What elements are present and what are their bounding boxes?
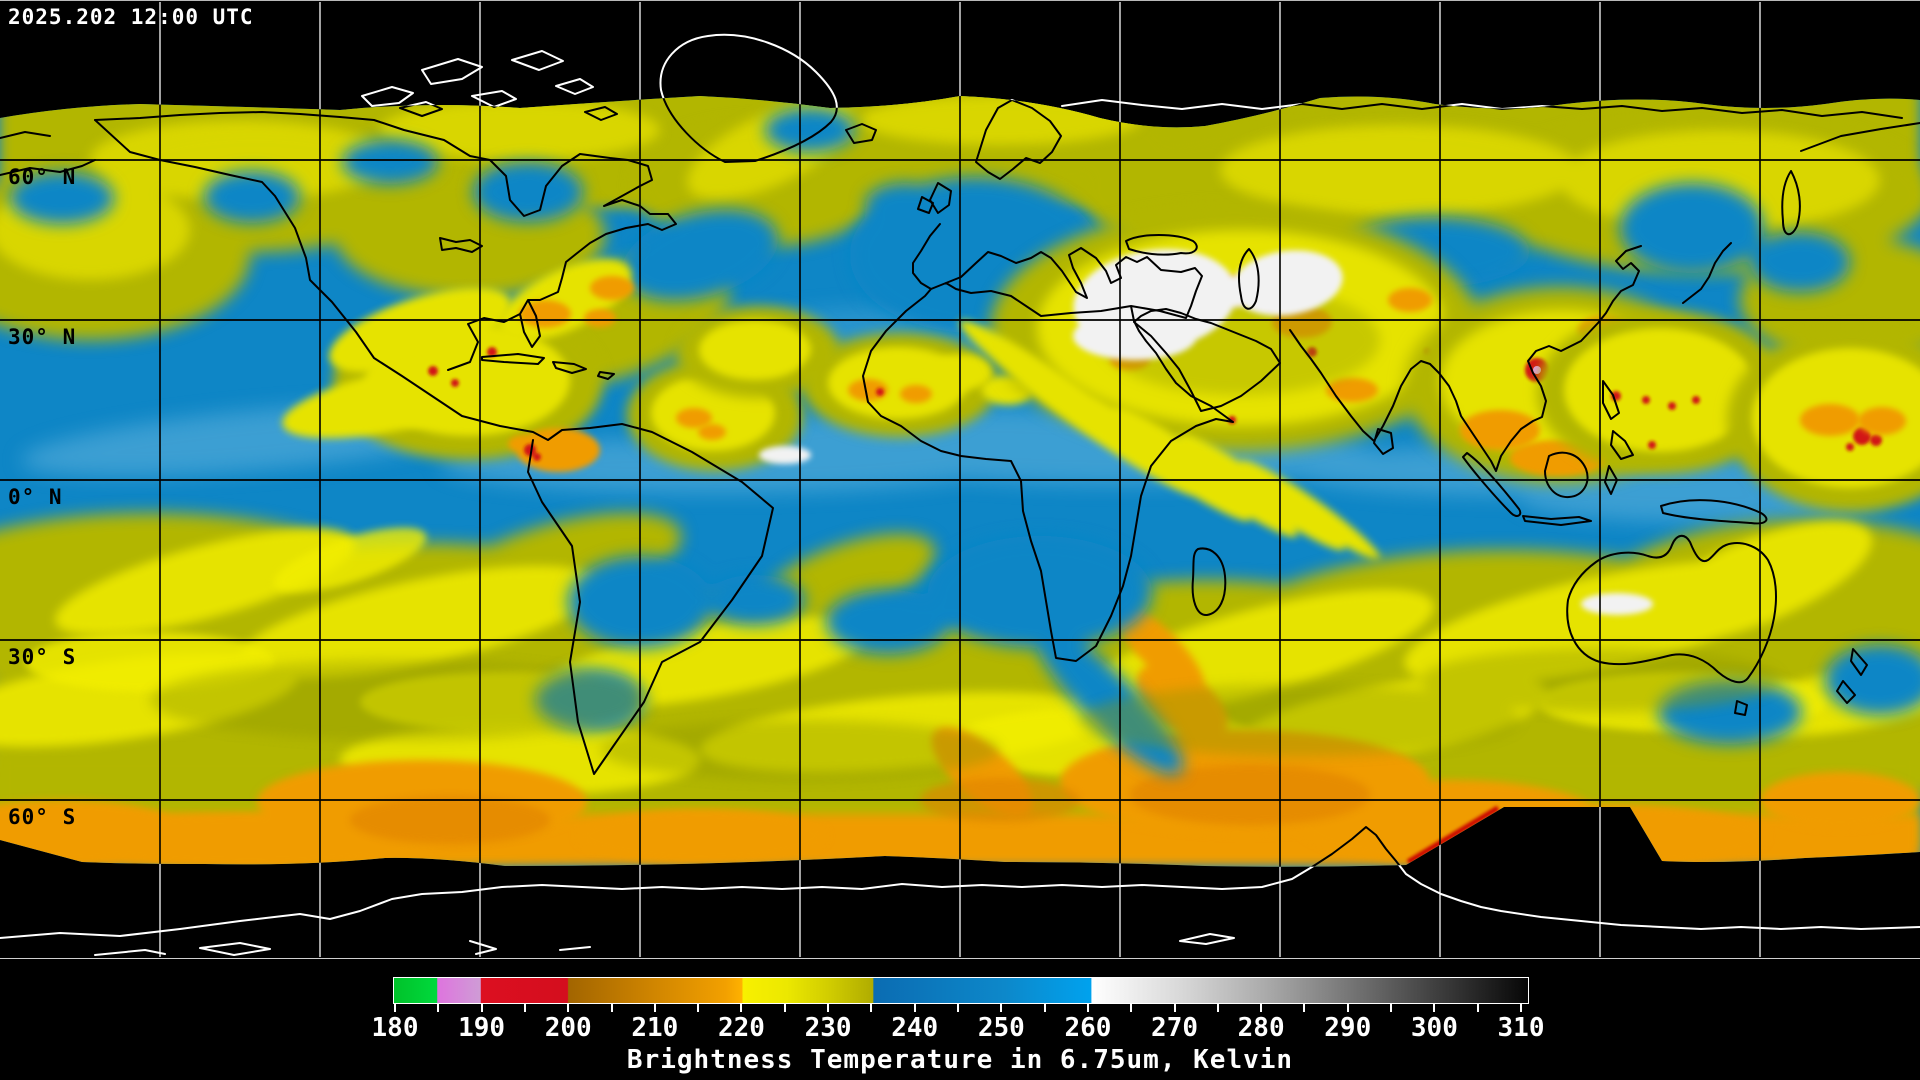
colorbar-tick	[1086, 1003, 1089, 1012]
colorbar-tick	[1000, 1003, 1003, 1012]
colorbar-tick-label: 210	[631, 1013, 679, 1043]
colorbar-tick-labels: 180 190 200 210 220 230 240 250 260 270 280 290 300 3…	[372, 1013, 1545, 1043]
colorbar-tick	[567, 1003, 570, 1012]
colorbar-tick-label: 200	[544, 1013, 592, 1043]
colorbar-tick	[870, 1003, 873, 1012]
colorbar-tick-label: 310	[1497, 1013, 1545, 1043]
colorbar-tick-label: 240	[891, 1013, 939, 1043]
colorbar-tick	[523, 1003, 526, 1012]
colorbar-ticks	[394, 1003, 1526, 1013]
colorbar-tick	[437, 1003, 440, 1012]
colorbar-tick-label: 230	[804, 1013, 852, 1043]
latitude-label: 60° S	[8, 805, 77, 829]
scan-edge-red-streak	[1406, 805, 1500, 865]
colorbar-tick	[1260, 1003, 1263, 1012]
colorbar-tick-label: 180	[371, 1013, 419, 1043]
colorbar-tick	[1303, 1003, 1306, 1012]
colorbar-tick	[913, 1003, 916, 1012]
timestamp-label: 2025.202 12:00 UTC	[8, 5, 254, 29]
colorbar-tick-label: 290	[1324, 1013, 1372, 1043]
colorbar-tick	[394, 1003, 396, 1012]
colorbar-tick	[697, 1003, 700, 1012]
colorbar	[393, 977, 1529, 1004]
colorbar-tick-label: 190	[458, 1013, 506, 1043]
colorbar-tick	[740, 1003, 743, 1012]
colorbar-tick	[1043, 1003, 1046, 1012]
colorbar-tick	[1173, 1003, 1176, 1012]
colorbar-tick	[1390, 1003, 1393, 1012]
dry-slots-north	[10, 108, 1850, 333]
colorbar-tick-label: 250	[977, 1013, 1025, 1043]
colorbar-tick	[1346, 1003, 1349, 1012]
latitude-label: 0° N	[8, 485, 63, 509]
latitude-label: 30° N	[8, 325, 77, 349]
colorbar-tick-label: 300	[1410, 1013, 1458, 1043]
map-bottom-border	[0, 958, 1920, 959]
colorbar-tick	[783, 1003, 786, 1012]
world-water-vapor-map	[0, 2, 1920, 957]
colorbar-tick-label: 260	[1064, 1013, 1112, 1043]
latitude-label: 60° N	[8, 165, 77, 189]
colorbar-tick	[827, 1003, 830, 1012]
colorbar-tick	[653, 1003, 656, 1012]
colorbar-caption: Brightness Temperature in 6.75um, Kelvin	[626, 1045, 1294, 1075]
colorbar-tick	[957, 1003, 959, 1012]
warm-surface-patches	[759, 249, 1653, 615]
colorbar-tick	[1433, 1003, 1436, 1012]
tropical-convection	[282, 208, 1920, 560]
colorbar-tick-label: 280	[1237, 1013, 1285, 1043]
colorbar-tick	[1476, 1003, 1479, 1012]
colorbar-tick-label: 220	[717, 1013, 765, 1043]
colorbar-tick	[480, 1003, 483, 1012]
colorbar-tick	[610, 1003, 613, 1012]
map-top-border	[0, 0, 1920, 1]
colorbar-tick-label: 270	[1151, 1013, 1199, 1043]
colorbar-tick	[1130, 1003, 1133, 1012]
colorbar-tick	[1216, 1003, 1219, 1012]
latitude-label: 30° S	[8, 645, 77, 669]
colorbar-tick	[1520, 1003, 1522, 1012]
